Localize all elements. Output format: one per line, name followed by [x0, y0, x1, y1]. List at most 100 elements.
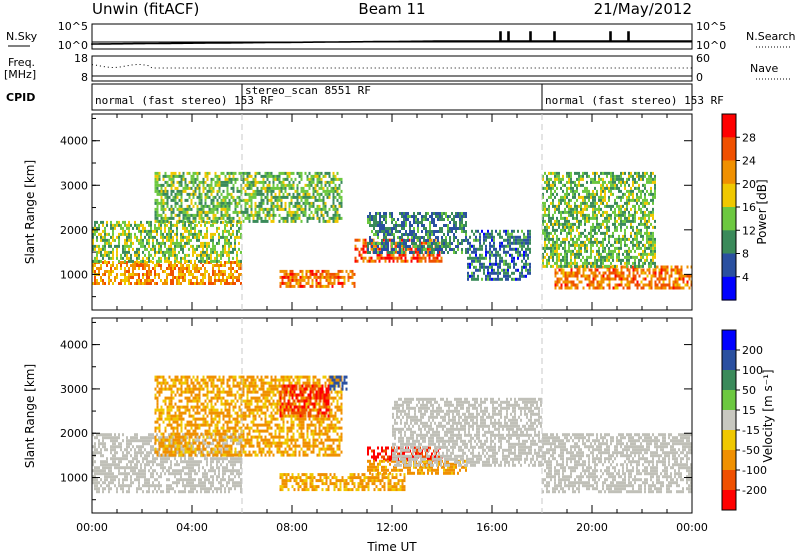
- heatmap-cell: [360, 247, 363, 251]
- heatmap-cell: [266, 213, 269, 217]
- heatmap-cell: [436, 256, 439, 260]
- heatmap-cell: [256, 216, 259, 220]
- heatmap-cell: [110, 226, 112, 230]
- heatmap-cell: [427, 233, 429, 236]
- heatmap-cell: [491, 271, 493, 275]
- heatmap-cell: [648, 213, 650, 217]
- heatmap-cell: [397, 224, 399, 227]
- heatmap-cell: [630, 222, 632, 226]
- heatmap-cell: [624, 283, 627, 287]
- heatmap-cell: [554, 210, 556, 214]
- heatmap-cell: [240, 259, 242, 263]
- heatmap-cell: [572, 271, 575, 275]
- heatmap-cell: [626, 264, 628, 268]
- heatmap-cell: [666, 268, 669, 272]
- heatmap-cell: [196, 270, 198, 273]
- heatmap-cell: [378, 256, 381, 260]
- heatmap-cell: [325, 284, 328, 288]
- heatmap-cell: [586, 195, 588, 199]
- heatmap-cell: [471, 229, 473, 233]
- heatmap-cell: [590, 240, 592, 244]
- heatmap-cell: [276, 198, 279, 202]
- heatmap-cell: [578, 192, 580, 196]
- heatmap-cell: [634, 171, 636, 175]
- heatmap-cell: [164, 241, 166, 245]
- heatmap-cell: [646, 219, 648, 223]
- heatmap-cell: [421, 218, 423, 221]
- heatmap-cell: [104, 445, 106, 449]
- heatmap-cell: [622, 180, 624, 184]
- heatmap-cell: [642, 189, 644, 193]
- heatmap-cell: [620, 265, 623, 269]
- heatmap-cell: [110, 475, 112, 479]
- heatmap-cell: [98, 270, 100, 273]
- heatmap-cell: [606, 210, 608, 214]
- heatmap-cell: [636, 195, 638, 199]
- heatmap-cell: [600, 195, 602, 199]
- heatmap-cell: [379, 230, 381, 233]
- heatmap-cell: [576, 249, 578, 253]
- heatmap-cell: [622, 204, 624, 208]
- heatmap-cell: [330, 180, 333, 184]
- heatmap-cell: [190, 201, 193, 205]
- heatmap-cell: [232, 250, 234, 254]
- heatmap-cell: [449, 245, 451, 248]
- heatmap-cell: [214, 259, 216, 263]
- heatmap-cell: [124, 466, 126, 470]
- heatmap-cell: [614, 180, 616, 184]
- heatmap-cell: [198, 183, 201, 187]
- heatmap-cell: [676, 280, 679, 284]
- heatmap-cell: [176, 238, 178, 242]
- heatmap-cell: [130, 256, 132, 260]
- heatmap-cell: [122, 261, 124, 264]
- heatmap-cell: [206, 189, 209, 193]
- heatmap-cell: [312, 213, 315, 217]
- heatmap-cell: [391, 242, 393, 245]
- heatmap-cell: [414, 247, 417, 251]
- heatmap-cell: [360, 256, 363, 260]
- heatmap-cell: [436, 253, 439, 257]
- heatmap-cell: [507, 241, 509, 245]
- heatmap-cell: [206, 174, 209, 178]
- heatmap-cell: [319, 284, 322, 288]
- heatmap-cell: [417, 221, 419, 224]
- heatmap-cell: [316, 189, 319, 193]
- heatmap-cell: [268, 216, 271, 220]
- heatmap-cell: [529, 229, 531, 233]
- heatmap-cell: [550, 183, 552, 187]
- heatmap-cell: [178, 204, 181, 208]
- freq-right-tick-bottom: 0: [696, 71, 703, 84]
- heatmap-cell: [390, 253, 393, 257]
- heatmap-cell: [128, 223, 130, 227]
- heatmap-cell: [652, 246, 654, 250]
- heatmap-cell: [580, 213, 582, 217]
- heatmap-cell: [548, 219, 550, 223]
- heatmap-cell: [264, 171, 267, 175]
- heatmap-cell: [130, 276, 132, 279]
- heatmap-cell: [130, 235, 132, 239]
- heatmap-cell: [325, 272, 328, 276]
- heatmap-cell: [318, 192, 321, 196]
- heatmap-cell: [380, 256, 383, 260]
- heatmap-cell: [582, 189, 584, 193]
- heatmap-cell: [588, 204, 590, 208]
- heatmap-cell: [602, 261, 604, 265]
- heatmap-cell: [590, 234, 592, 238]
- heatmap-cell: [405, 239, 407, 242]
- heatmap-cell: [377, 224, 379, 227]
- heatmap-cell: [497, 271, 499, 275]
- heatmap-cell: [507, 244, 509, 248]
- heatmap-cell: [594, 177, 596, 181]
- heatmap-cell: [479, 253, 481, 257]
- heatmap-cell: [124, 475, 126, 479]
- heatmap-cell: [180, 273, 182, 276]
- heatmap-cell: [578, 246, 580, 250]
- heatmap-cell: [414, 256, 417, 260]
- heatmap-cell: [108, 463, 110, 467]
- heatmap-cell: [118, 481, 120, 485]
- heatmap-cell: [260, 180, 263, 184]
- heatmap-cell: [614, 207, 616, 211]
- heatmap-cell: [136, 279, 138, 282]
- heatmap-cell: [226, 241, 228, 245]
- heatmap-cell: [222, 232, 224, 236]
